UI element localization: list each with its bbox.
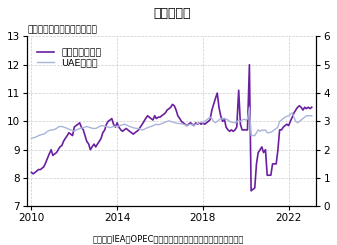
UAE（右） — [181, 123, 185, 126]
UAE（右） — [131, 126, 135, 129]
サウジアラビア — [310, 106, 314, 109]
Line: UAE（右）: UAE（右） — [31, 107, 312, 138]
サウジアラビア — [249, 189, 253, 192]
サウジアラビア — [292, 111, 296, 114]
Legend: サウジアラビア, UAE（右）: サウジアラビア, UAE（右） — [35, 46, 103, 69]
UAE（右） — [290, 111, 294, 114]
サウジアラビア — [181, 121, 185, 124]
サウジアラビア — [131, 133, 135, 136]
サウジアラビア — [58, 146, 62, 148]
サウジアラビア — [78, 121, 82, 124]
UAE（右） — [58, 125, 62, 128]
サウジアラビア — [222, 117, 226, 120]
サウジアラビア — [247, 63, 251, 66]
Text: （両軸共に百万バレル／日）: （両軸共に百万バレル／日） — [27, 26, 97, 35]
UAE（右） — [29, 137, 33, 140]
Text: （出所：IEA、OPECより住友商事グローバルリサーチ作成）: （出所：IEA、OPECより住友商事グローバルリサーチ作成） — [93, 235, 244, 244]
UAE（右） — [247, 106, 251, 109]
サウジアラビア — [29, 171, 33, 174]
UAE（右） — [310, 114, 314, 117]
UAE（右） — [78, 127, 82, 130]
Title: 原油生産量: 原油生産量 — [153, 7, 190, 20]
Line: サウジアラビア: サウジアラビア — [31, 65, 312, 191]
UAE（右） — [222, 117, 226, 120]
